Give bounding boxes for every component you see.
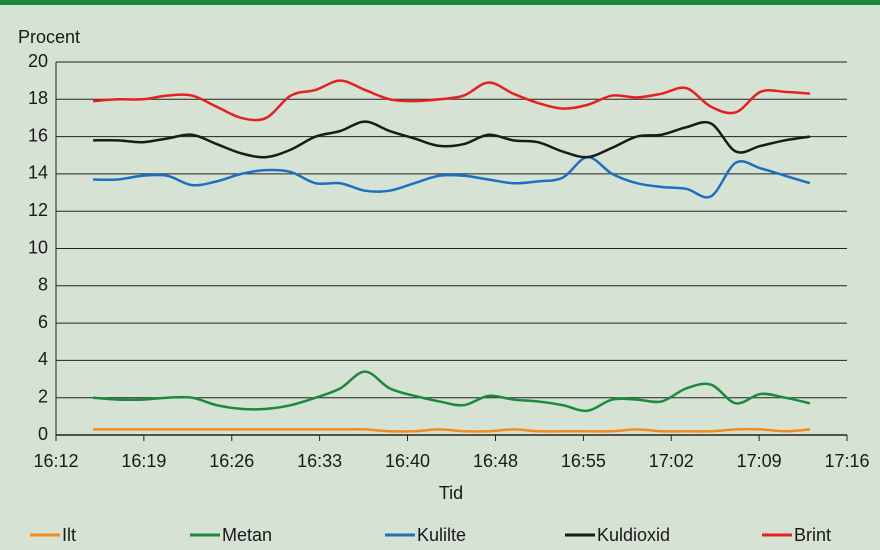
- legend-label: Brint: [794, 525, 831, 545]
- x-tick-label: 16:12: [33, 451, 78, 471]
- series-line: [92, 79, 811, 122]
- legend-label: Metan: [222, 525, 272, 545]
- x-tick-label: 16:33: [297, 451, 342, 471]
- x-tick-label: 16:40: [385, 451, 430, 471]
- y-axis-label: Procent: [18, 27, 80, 47]
- x-tick-label: 16:19: [121, 451, 166, 471]
- x-tick-label: 16:48: [473, 451, 518, 471]
- y-tick-label: 16: [28, 125, 48, 145]
- legend-label: Kuldioxid: [597, 525, 670, 545]
- legend-label: Kulilte: [417, 525, 466, 545]
- x-tick-label: 17:09: [737, 451, 782, 471]
- y-tick-label: 18: [28, 88, 48, 108]
- top-bar: [0, 0, 880, 5]
- y-tick-label: 12: [28, 200, 48, 220]
- x-tick-label: 17:02: [649, 451, 694, 471]
- y-tick-label: 2: [38, 386, 48, 406]
- series-line: [93, 120, 811, 159]
- x-axis-label: Tid: [439, 483, 463, 503]
- y-tick-label: 20: [28, 51, 48, 71]
- y-tick-label: 6: [38, 312, 48, 332]
- series-line: [92, 370, 811, 413]
- legend-label: Ilt: [62, 525, 76, 545]
- y-tick-label: 0: [38, 424, 48, 444]
- x-tick-label: 16:26: [209, 451, 254, 471]
- y-tick-label: 14: [28, 163, 48, 183]
- series-line: [93, 427, 811, 433]
- x-tick-label: 16:55: [561, 451, 606, 471]
- y-tick-label: 10: [28, 237, 48, 257]
- x-tick-label: 17:16: [824, 451, 869, 471]
- y-tick-label: 4: [38, 349, 48, 369]
- y-tick-label: 8: [38, 275, 48, 295]
- series-line: [93, 155, 811, 199]
